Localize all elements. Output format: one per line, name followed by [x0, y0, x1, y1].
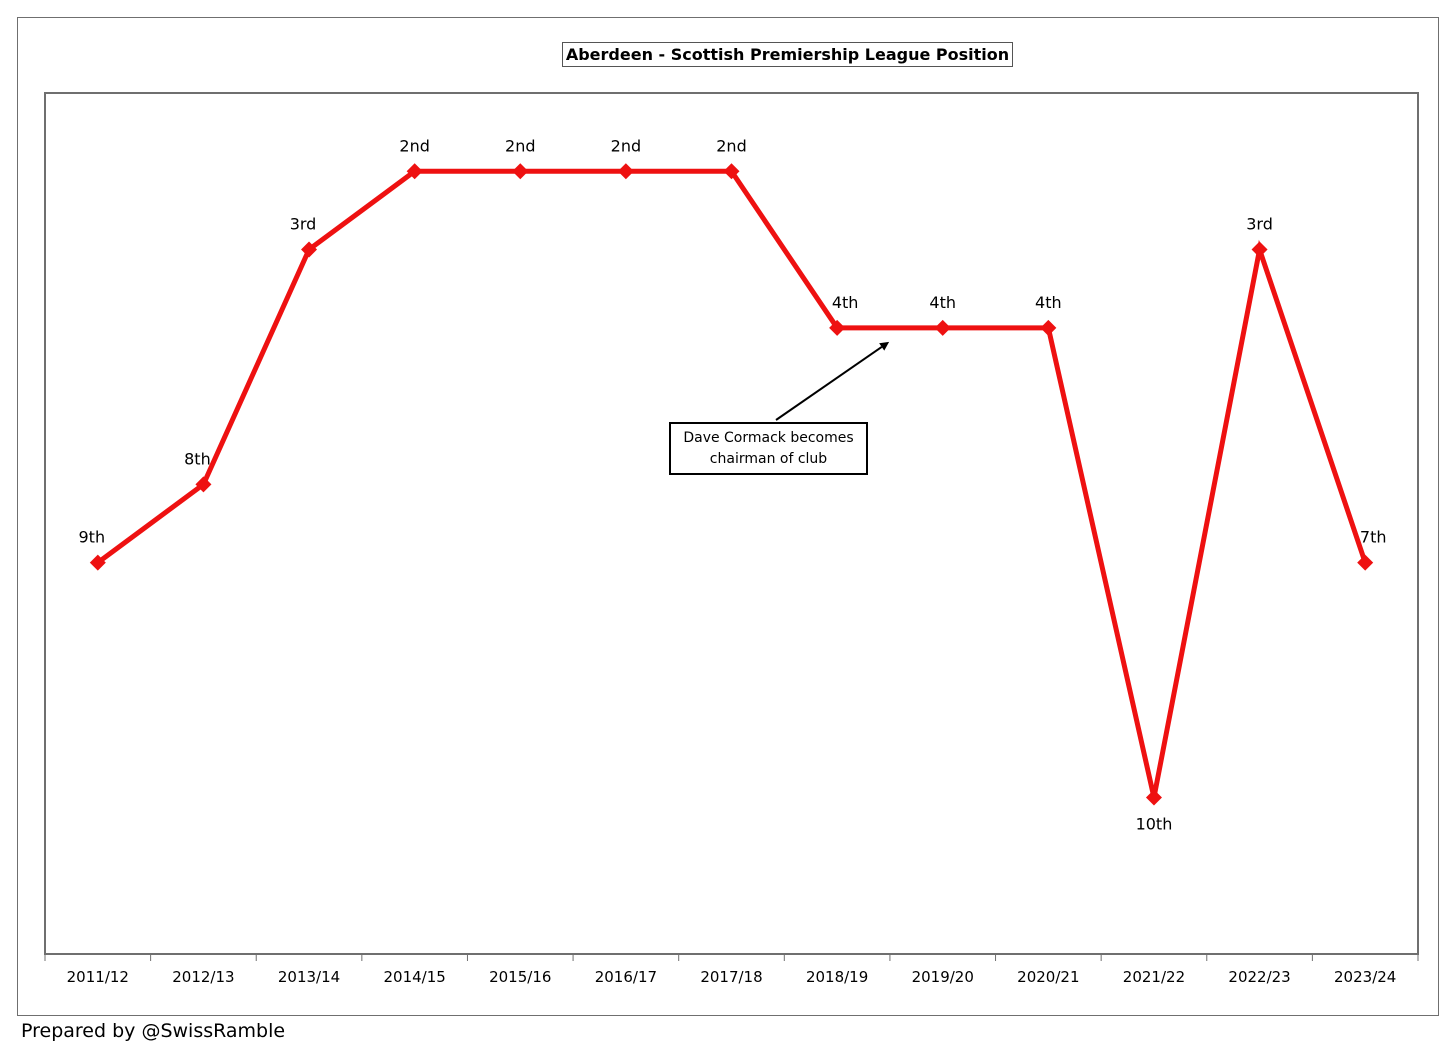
data-point-marker: [301, 241, 318, 258]
x-tick-label: 2018/19: [806, 968, 868, 986]
data-point-marker: [512, 163, 529, 180]
data-label: 3rd: [1246, 215, 1273, 234]
data-label: 2nd: [716, 136, 746, 155]
x-tick-label: 2021/22: [1123, 968, 1185, 986]
x-tick-label: 2011/12: [67, 968, 129, 986]
data-point-marker: [934, 319, 951, 336]
annotation-arrowhead: [879, 341, 890, 351]
data-point-marker: [617, 163, 634, 180]
data-label: 3rd: [290, 215, 317, 234]
annotation-text-line-1: Dave Cormack becomes: [683, 430, 854, 446]
chart-frame: [17, 17, 1439, 1016]
data-label: 8th: [184, 449, 211, 468]
x-tick-label: 2014/15: [383, 968, 445, 986]
x-axis-labels: 2011/12 2012/13 2013/14 2014/15 2015/16 2016/…: [67, 968, 1397, 986]
data-label: 7th: [1360, 528, 1387, 547]
x-axis-ticks: [44, 954, 1419, 961]
x-tick-label: 2020/21: [1017, 968, 1079, 986]
data-point-marker: [1040, 319, 1057, 336]
annotation-text-line-2: chairman of club: [709, 451, 828, 467]
data-label: 9th: [79, 528, 106, 547]
x-tick-label: 2019/20: [912, 968, 974, 986]
data-point-marker: [1145, 789, 1162, 806]
data-point-marker: [195, 476, 212, 493]
series-line: [96, 168, 1368, 799]
data-point-marker: [89, 554, 106, 571]
x-tick-label: 2022/23: [1228, 968, 1290, 986]
annotation-box: Dave Cormack becomes chairman of club: [669, 422, 868, 475]
chart-title: Aberdeen - Scottish Premiership League P…: [562, 42, 1013, 67]
x-tick-label: 2015/16: [489, 968, 551, 986]
data-label: 2nd: [505, 136, 535, 155]
annotation-arrow: [775, 346, 883, 421]
data-label: 4th: [1035, 293, 1062, 312]
data-point-marker: [723, 163, 740, 180]
footer-credit: Prepared by @SwissRamble: [21, 1020, 286, 1042]
plot-area-border: [44, 92, 1419, 955]
x-tick-label: 2016/17: [595, 968, 657, 986]
data-label: 4th: [832, 293, 859, 312]
data-point-marker: [829, 319, 846, 336]
data-label: 10th: [1136, 814, 1173, 833]
series-markers: [89, 163, 1374, 806]
data-point-marker: [406, 163, 423, 180]
data-point-marker: [1357, 554, 1374, 571]
data-label: 2nd: [611, 136, 641, 155]
x-tick-label: 2012/13: [172, 968, 234, 986]
data-point-marker: [1251, 241, 1268, 258]
x-tick-label: 2017/18: [700, 968, 762, 986]
x-tick-label: 2023/24: [1334, 968, 1396, 986]
data-labels: 9th 8th 3rd 2nd 2nd 2nd 2nd 4th 4th 4th 10th 3rd 7th: [79, 136, 1387, 833]
data-label: 2nd: [399, 136, 429, 155]
x-tick-label: 2013/14: [278, 968, 340, 986]
data-label: 4th: [929, 293, 956, 312]
